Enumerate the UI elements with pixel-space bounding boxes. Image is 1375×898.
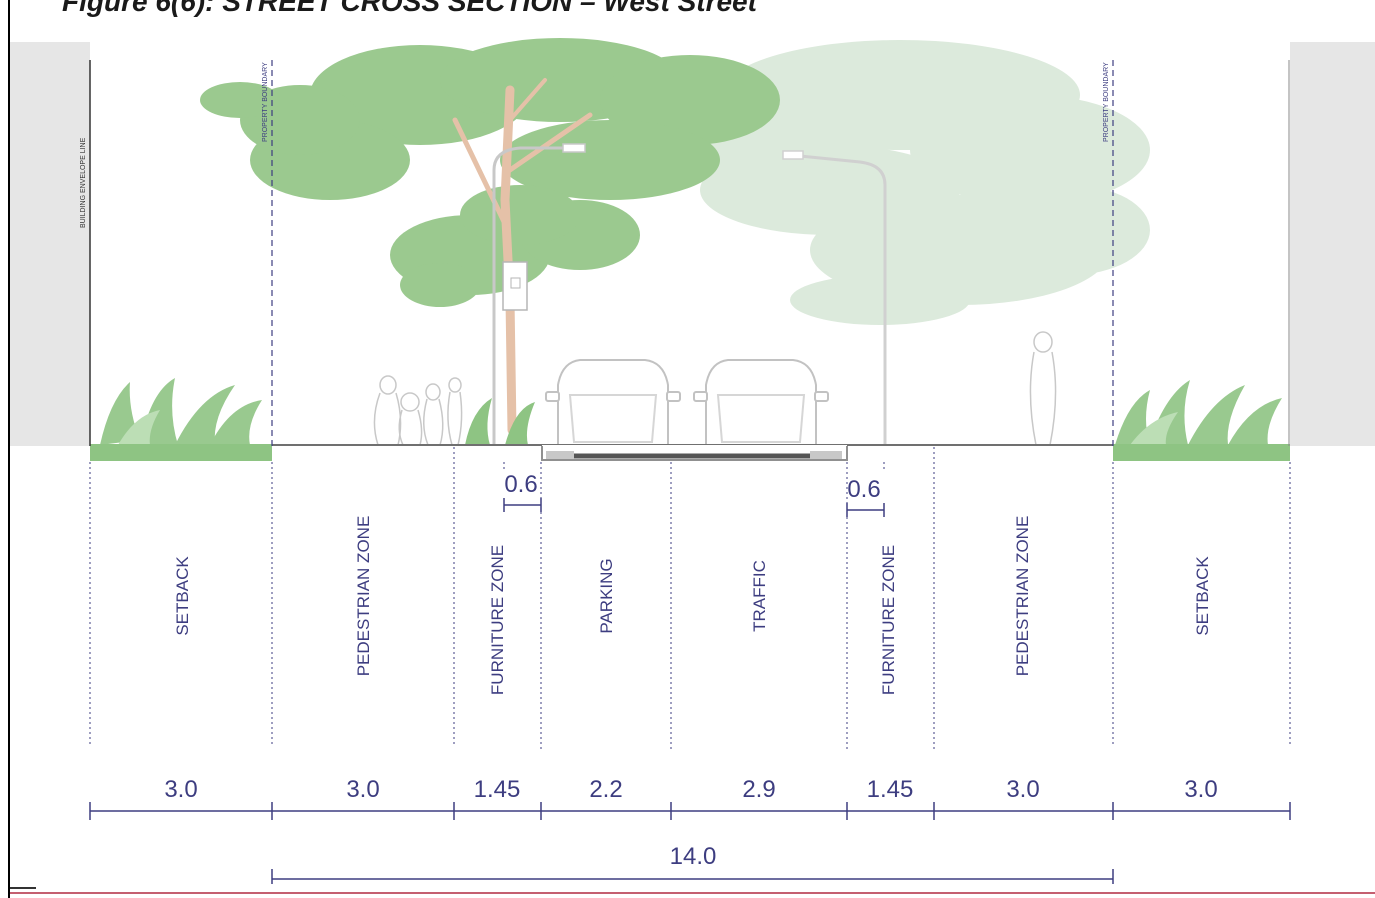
pedestrian-single	[1029, 331, 1057, 446]
zone-width-parking: 2.2	[589, 776, 622, 803]
building-envelope-line-label: BUILDING ENVELOPE LINE	[80, 137, 87, 228]
zone-width-pedestrian-left: 3.0	[346, 776, 379, 803]
figure-title: Figure 6(6): STREET CROSS SECTION – West…	[62, 0, 757, 17]
zone-label-parking: PARKING	[597, 558, 616, 633]
tree-trunk	[452, 78, 593, 435]
zone-label-setback-left: SETBACK	[173, 556, 192, 636]
offset-value-right: 0.6	[847, 476, 880, 503]
building-right	[1290, 42, 1375, 446]
setback-verge-right	[1113, 444, 1290, 461]
planting-left	[100, 378, 262, 445]
zone-width-pedestrian-right: 3.0	[1006, 776, 1039, 803]
total-width-value: 14.0	[670, 843, 717, 870]
kerb-gutter-left	[546, 451, 574, 459]
zone-label-pedestrian-right: PEDESTRIAN ZONE	[1013, 516, 1032, 677]
zone-label-furniture-left: FURNITURE ZONE	[488, 545, 507, 695]
zone-label-setback-right: SETBACK	[1193, 556, 1212, 636]
setback-verge-left	[90, 444, 272, 461]
offset-value-left: 0.6	[504, 471, 537, 498]
parked-car	[545, 359, 681, 449]
zone-label-furniture-right: FURNITURE ZONE	[879, 545, 898, 695]
zone-width-furniture-right: 1.45	[867, 776, 914, 803]
zone-width-furniture-left: 1.45	[474, 776, 521, 803]
offset-dimension-right	[846, 503, 885, 517]
building-left	[10, 42, 90, 446]
zone-width-traffic: 2.9	[742, 776, 775, 803]
zone-dividers	[89, 447, 1291, 750]
kerb	[541, 446, 848, 461]
zone-width-setback-right: 3.0	[1184, 776, 1217, 803]
zone-label-traffic: TRAFFIC	[750, 560, 769, 632]
zone-label-pedestrian-left: PEDESTRIAN ZONE	[354, 516, 373, 677]
planting-furniture-left	[465, 398, 535, 445]
pedestrian-group	[373, 375, 463, 446]
traffic-car	[693, 359, 829, 449]
street-light-right	[782, 150, 887, 445]
tree-canopy	[200, 38, 780, 307]
offset-dimension-left	[503, 498, 542, 512]
kerb-gutter-right	[810, 451, 842, 459]
property-boundary-label-right: PROPERTY BOUNDARY	[1103, 62, 1110, 142]
total-width-dimension-line	[271, 869, 1114, 884]
street-light-left	[492, 143, 586, 445]
zone-width-setback-left: 3.0	[164, 776, 197, 803]
planting-right	[1115, 380, 1282, 445]
property-boundary-label-left: PROPERTY BOUNDARY	[262, 62, 269, 142]
zone-width-dimension-line	[89, 802, 1291, 820]
